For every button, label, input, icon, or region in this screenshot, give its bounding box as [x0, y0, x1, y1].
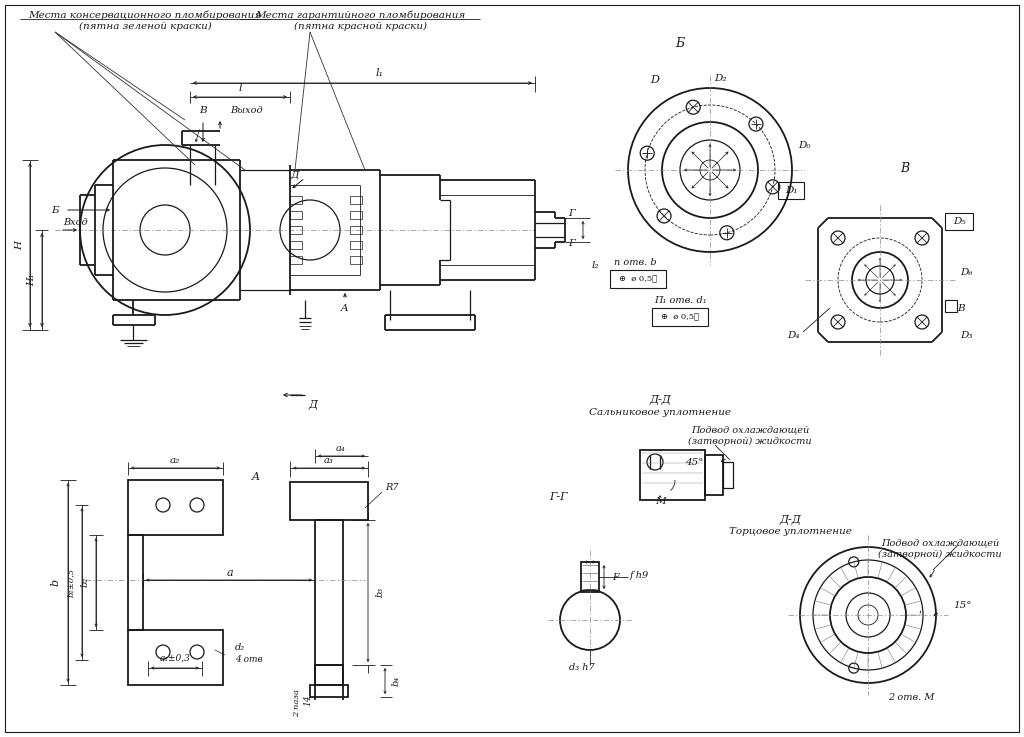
Text: d₂: d₂	[234, 643, 245, 652]
Text: Г-Г: Г-Г	[549, 492, 567, 502]
Text: a₂: a₂	[170, 455, 180, 464]
Bar	[350, 256, 362, 264]
Bar	[310, 685, 348, 697]
Bar	[350, 211, 362, 219]
Bar	[705, 455, 723, 495]
Text: Сальниковое уплотнение: Сальниковое уплотнение	[589, 408, 731, 416]
Bar	[128, 480, 223, 535]
Text: В: В	[900, 161, 909, 175]
Text: a₄: a₄	[336, 444, 346, 453]
Text: 14: 14	[303, 694, 312, 706]
Text: Подвод охлаждающей: Подвод охлаждающей	[881, 539, 999, 548]
Text: Торцовое уплотнение: Торцовое уплотнение	[728, 528, 851, 537]
Text: 2 паза: 2 паза	[293, 689, 301, 717]
Text: a₁±0,3: a₁±0,3	[160, 654, 190, 663]
Bar	[128, 630, 223, 685]
Text: F: F	[612, 573, 618, 581]
Bar	[610, 270, 666, 288]
Text: Вход: Вход	[63, 217, 88, 226]
Bar	[652, 308, 708, 326]
Text: D₂: D₂	[714, 74, 726, 83]
Bar	[778, 182, 804, 199]
Text: b₃: b₃	[376, 587, 384, 597]
Bar	[350, 226, 362, 234]
Text: Места гарантийного пломбирования: Места гарантийного пломбирования	[255, 10, 465, 20]
Text: d₃ h7: d₃ h7	[569, 663, 595, 672]
Bar	[290, 226, 302, 234]
Text: A: A	[341, 304, 349, 312]
Bar	[290, 482, 368, 520]
Text: M: M	[654, 497, 666, 506]
Text: (пятна зеленой краски): (пятна зеленой краски)	[79, 21, 211, 30]
Text: A: A	[252, 472, 260, 482]
Text: b₂: b₂	[81, 577, 89, 587]
Text: n отв. b: n отв. b	[613, 257, 656, 267]
Text: (пятна красной краски): (пятна красной краски)	[294, 21, 427, 30]
Text: П₁ отв. d₁: П₁ отв. d₁	[653, 296, 707, 304]
Text: H: H	[15, 240, 25, 250]
Text: (затворной) жидкости: (затворной) жидкости	[688, 436, 812, 446]
Text: Б: Б	[676, 37, 685, 49]
Text: l₂: l₂	[592, 260, 599, 270]
Text: 45°: 45°	[685, 458, 703, 467]
Bar	[128, 535, 143, 630]
Text: b₁±0,5: b₁±0,5	[67, 567, 75, 596]
Text: Места консервационного пломбирования: Места консервационного пломбирования	[29, 10, 261, 20]
Text: b₄: b₄	[391, 676, 400, 686]
Text: D₄: D₄	[787, 330, 800, 340]
Text: Подвод охлаждающей: Подвод охлаждающей	[691, 425, 809, 435]
Text: D₁: D₁	[784, 186, 798, 195]
Bar	[581, 562, 599, 592]
Text: В: В	[200, 105, 207, 114]
Text: Г: Г	[568, 239, 575, 248]
Bar	[350, 196, 362, 204]
Bar	[290, 196, 302, 204]
Bar	[290, 256, 302, 264]
Text: b: b	[51, 579, 61, 586]
Text: f h9: f h9	[630, 570, 649, 579]
Text: a: a	[226, 568, 233, 578]
Bar	[640, 450, 705, 500]
Bar	[723, 462, 733, 488]
Text: Д-Д: Д-Д	[649, 395, 671, 405]
Text: Г: Г	[568, 209, 575, 217]
Text: (затворной) жидкости: (затворной) жидкости	[879, 550, 1001, 559]
Text: Д: Д	[291, 170, 299, 180]
Bar	[290, 211, 302, 219]
Text: D: D	[650, 75, 659, 85]
Text: 15°: 15°	[953, 601, 972, 609]
Text: ⊕  ø 0,5Ⓜ: ⊕ ø 0,5Ⓜ	[660, 313, 699, 321]
Text: H₁: H₁	[28, 274, 37, 286]
Text: Б: Б	[51, 206, 58, 214]
Text: a₃: a₃	[325, 455, 334, 464]
Text: l: l	[239, 83, 242, 93]
Text: R7: R7	[385, 483, 398, 492]
Text: ⊕  ø 0,5Ⓜ: ⊕ ø 0,5Ⓜ	[618, 275, 657, 283]
Text: Д-Д: Д-Д	[779, 515, 801, 525]
Text: D₅: D₅	[952, 217, 966, 226]
Bar	[315, 665, 343, 685]
Bar	[290, 241, 302, 249]
Text: Д: Д	[308, 400, 317, 410]
Bar	[945, 213, 973, 230]
Bar	[350, 241, 362, 249]
Text: D₃: D₃	[961, 330, 973, 340]
Text: D₀: D₀	[798, 141, 811, 150]
Text: D₆: D₆	[961, 268, 973, 276]
Bar	[315, 520, 343, 665]
Text: 4 отв: 4 отв	[234, 655, 263, 665]
Text: 2 отв. M: 2 отв. M	[888, 693, 934, 702]
Text: l₁: l₁	[376, 68, 384, 78]
Text: Выход: Выход	[230, 105, 262, 114]
Text: B: B	[957, 304, 965, 312]
Bar	[945, 300, 957, 312]
